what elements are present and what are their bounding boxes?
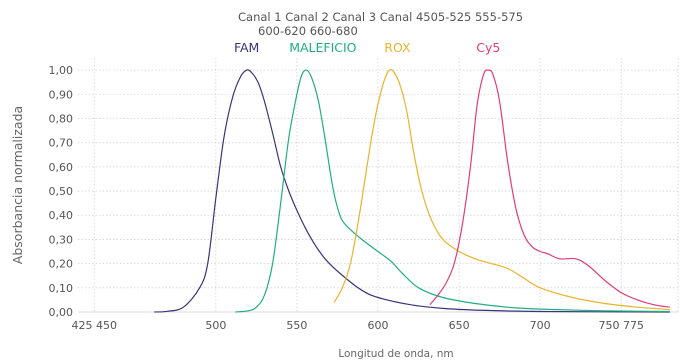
series-label-maleficio: MALEFICIO bbox=[289, 40, 356, 55]
x-tick-label: 600 bbox=[368, 319, 389, 332]
y-tick-label: 0,80 bbox=[49, 112, 74, 125]
x-tick-label: 650 bbox=[449, 319, 470, 332]
x-tick-label: 500 bbox=[205, 319, 226, 332]
y-tick-label: 0,40 bbox=[49, 209, 74, 222]
x-tick-label: 550 bbox=[286, 319, 307, 332]
series-lines bbox=[154, 68, 670, 313]
grid-lines bbox=[78, 58, 679, 313]
series-line-maleficio bbox=[235, 69, 670, 313]
y-tick-label: 0,30 bbox=[49, 233, 74, 246]
x-tick-label: 700 bbox=[530, 319, 551, 332]
x-tick-labels: 425 450 500 550 600 650 700 750 775 bbox=[71, 319, 644, 332]
x-tick-label: 425 450 bbox=[71, 319, 117, 332]
y-tick-label: 0,20 bbox=[49, 258, 74, 271]
chart-header-line-2: 600-620 660-680 bbox=[258, 24, 358, 38]
series-label-cy5: Cy5 bbox=[476, 40, 500, 55]
series-label-rox: ROX bbox=[384, 40, 411, 55]
y-tick-labels: 0,00 0,10 0,20 0,30 0,40 0,50 0,60 0,70 0,80 0,90… bbox=[49, 64, 74, 319]
y-tick-label: 0,50 bbox=[49, 185, 74, 198]
y-tick-label: 1,00 bbox=[49, 64, 74, 77]
series-labels: FAM MALEFICIO ROX Cy5 bbox=[234, 40, 500, 55]
y-axis-title: Absorbancia normalizada bbox=[10, 106, 25, 264]
y-tick-label: 0,00 bbox=[49, 306, 74, 319]
y-tick-label: 0,60 bbox=[49, 161, 74, 174]
chart-header-line-1: Canal 1 Canal 2 Canal 3 Canal 4505-525 5… bbox=[238, 10, 524, 24]
series-line-rox bbox=[333, 68, 670, 311]
x-axis-title: Longitud de onda, nm bbox=[338, 348, 453, 360]
series-line-fam bbox=[154, 69, 670, 313]
y-tick-label: 0,10 bbox=[49, 282, 74, 295]
y-tick-label: 0,70 bbox=[49, 137, 74, 150]
series-label-fam: FAM bbox=[234, 40, 259, 55]
x-tick-label: 750 775 bbox=[598, 319, 644, 332]
y-tick-label: 0,90 bbox=[49, 88, 74, 101]
series-line-cy5 bbox=[429, 69, 670, 308]
